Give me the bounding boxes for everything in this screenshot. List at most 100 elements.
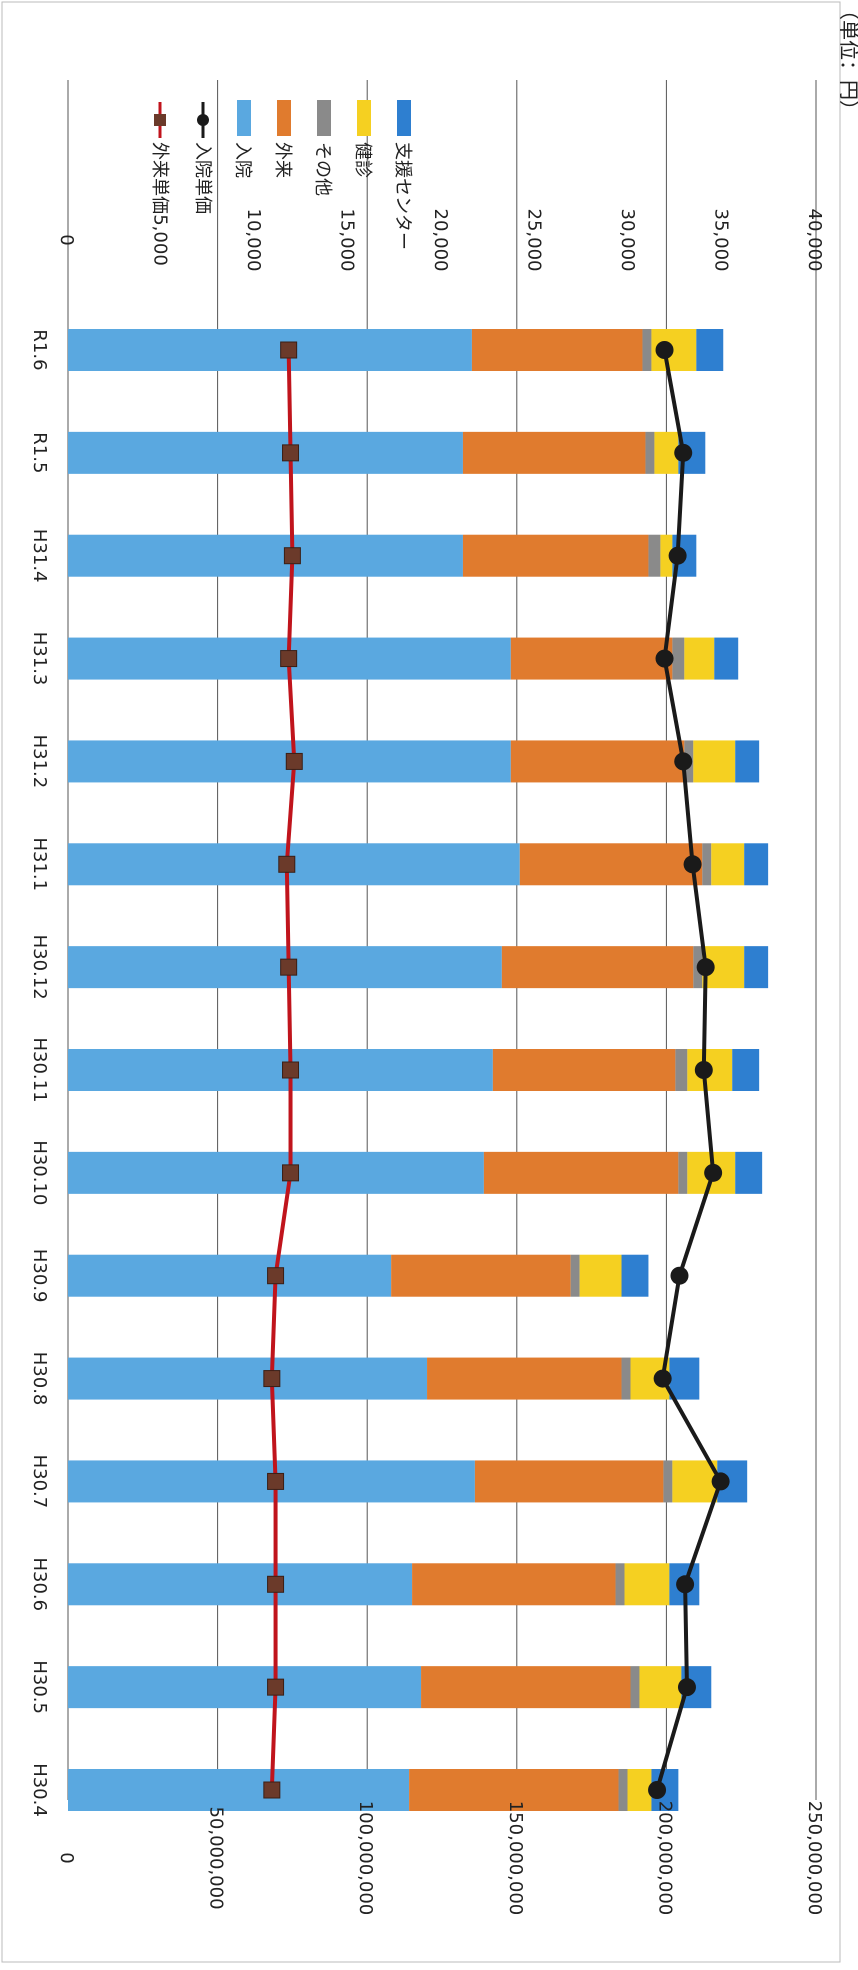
chart-border	[1, 1, 841, 1963]
legend-label: 健診	[352, 142, 373, 178]
bar-segment	[68, 1049, 493, 1091]
right-axis-tick-label: 5,000	[150, 214, 171, 266]
point-marker	[655, 649, 674, 668]
category-label: H31.3	[29, 632, 50, 686]
category-label: R1.6	[29, 329, 50, 370]
lines	[263, 341, 730, 1799]
chart-rotated-group: 0 50,000,000 100,000,000 150,000,000 200,000…	[29, 0, 858, 1915]
bar-segment	[462, 534, 649, 577]
point-marker	[280, 958, 298, 976]
bar-segment	[669, 1357, 700, 1400]
category-label: H31.1	[29, 837, 50, 891]
bar-segment	[501, 946, 694, 989]
point-marker	[263, 1781, 281, 1799]
bar-segment	[615, 1563, 625, 1606]
bar-segment	[696, 329, 724, 371]
right-axis-tick-label: 30,000	[617, 209, 638, 272]
right-axis-tick-label: 20,000	[430, 209, 451, 272]
category-label: H30.4	[29, 1763, 50, 1817]
category-label: H30.6	[29, 1557, 50, 1611]
point-marker	[677, 1678, 696, 1697]
legend-swatch	[277, 100, 291, 136]
bar-segment	[519, 843, 703, 886]
bar-segment	[68, 1357, 428, 1400]
bar-segment	[68, 329, 472, 371]
legend-label: 外来単価	[149, 142, 170, 214]
bar-segment	[570, 1254, 580, 1297]
bar-segment	[621, 1254, 649, 1297]
category-label: H30.12	[29, 935, 50, 1000]
category-label: H31.2	[29, 735, 50, 789]
bar-segment	[624, 1563, 670, 1606]
point-marker	[676, 1575, 695, 1594]
bar-segment	[672, 637, 685, 680]
legend-swatch	[357, 100, 371, 136]
bar-segment	[68, 431, 463, 474]
left-axis-tick-label: 50,000,000	[206, 1806, 227, 1909]
point-marker	[696, 958, 715, 977]
bar-segment	[462, 431, 646, 474]
point-marker	[283, 547, 301, 565]
bar-segment	[654, 431, 679, 474]
bar-segment	[702, 946, 745, 989]
point-marker	[683, 855, 702, 874]
point-marker	[278, 855, 296, 873]
bar-segment	[675, 1049, 688, 1091]
bar-segment	[681, 1666, 712, 1709]
bar-segment	[642, 329, 652, 371]
bar-segment	[68, 1769, 410, 1811]
corner-text: （単位：円）	[837, 0, 858, 120]
point-marker	[267, 1678, 285, 1696]
bar-segment	[492, 1049, 676, 1091]
bar-segment	[483, 1151, 679, 1194]
bar-segment	[645, 431, 655, 474]
bar-segment	[391, 1254, 571, 1297]
legend-swatch	[237, 100, 251, 136]
left-axis-tick-label: 150,000,000	[505, 1801, 526, 1916]
point-marker	[674, 752, 693, 771]
bar-segment	[421, 1666, 631, 1709]
bar-segment	[579, 1254, 622, 1297]
legend-swatch	[317, 100, 331, 136]
left-axis-tick-label: 100,000,000	[355, 1801, 376, 1916]
point-marker	[280, 650, 298, 668]
point-marker	[670, 1266, 689, 1285]
bar-segment	[630, 1666, 640, 1709]
point-marker	[267, 1472, 285, 1490]
bar-segment	[702, 843, 712, 886]
legend-label: 入院単価	[192, 142, 213, 214]
right-axis-tick-label: 35,000	[711, 209, 732, 272]
bar-segment	[744, 843, 769, 886]
point-marker	[711, 1472, 730, 1491]
category-label: H30.8	[29, 1352, 50, 1406]
bar-segment	[735, 740, 760, 783]
legend-marker	[154, 114, 166, 126]
point-marker	[282, 1164, 300, 1182]
bar-segment	[672, 1460, 718, 1503]
axis-ticks: 0 50,000,000 100,000,000 150,000,000 200,000…	[29, 209, 825, 1916]
bar-segment	[427, 1357, 622, 1400]
bar-segment	[621, 1357, 631, 1400]
bar-segment	[409, 1769, 619, 1811]
bar-segment	[714, 637, 739, 680]
bar-segment	[68, 1254, 392, 1297]
left-axis-tick-label: 200,000,000	[654, 1801, 675, 1916]
bar-segment	[648, 534, 661, 577]
point-marker	[694, 1061, 713, 1079]
right-axis-tick-label: 0	[56, 234, 77, 245]
bar-segment	[660, 534, 673, 577]
bar-segment	[471, 329, 643, 371]
bar-segment	[474, 1460, 664, 1503]
bar-segment	[68, 1666, 422, 1709]
legend-label: 支援センター	[392, 142, 413, 250]
bar-segment	[744, 946, 769, 989]
point-marker	[704, 1163, 723, 1182]
point-marker	[280, 341, 298, 359]
bar-segment	[663, 1460, 673, 1503]
legend-marker	[197, 114, 209, 126]
bar-segment	[639, 1666, 682, 1709]
right-axis-tick-label: 15,000	[337, 209, 358, 272]
